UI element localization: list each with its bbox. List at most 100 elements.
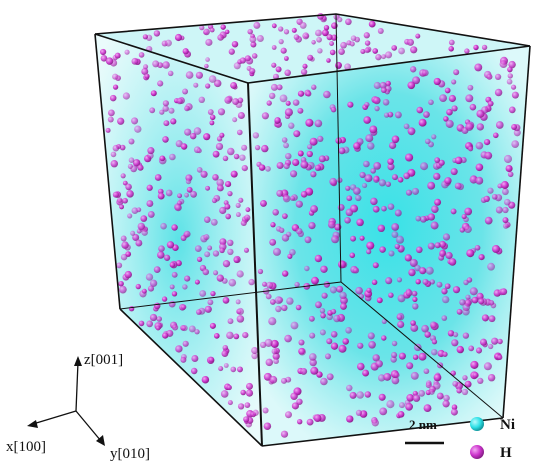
hydrogen-atom	[289, 195, 296, 201]
hydrogen-atom	[405, 153, 414, 162]
hydrogen-atom	[481, 314, 489, 322]
hydrogen-atom	[464, 225, 472, 234]
hydrogen-atom	[227, 248, 234, 256]
hydrogen-atom	[434, 157, 441, 163]
hydrogen-atom	[222, 260, 231, 268]
hydrogen-atom	[191, 355, 199, 362]
hydrogen-atom	[110, 151, 117, 158]
hydrogen-atom	[252, 409, 259, 416]
hydrogen-atom	[454, 182, 462, 190]
hydrogen-atom	[474, 245, 481, 251]
hydrogen-atom	[397, 410, 405, 418]
legend-h-label: H	[500, 445, 512, 461]
hydrogen-atom	[311, 40, 316, 45]
hydrogen-atom	[144, 73, 150, 79]
hydrogen-atom	[171, 271, 178, 278]
hydrogen-atom	[272, 352, 280, 360]
hydrogen-atom	[495, 206, 503, 214]
hydrogen-atom	[131, 57, 139, 65]
hydrogen-atom	[212, 150, 220, 158]
hydrogen-atom	[447, 330, 455, 337]
hydrogen-atom	[271, 45, 277, 50]
hydrogen-atom	[356, 218, 364, 227]
hydrogen-atom	[276, 84, 283, 91]
hydrogen-atom	[314, 254, 323, 263]
hydrogen-atom	[415, 215, 422, 222]
hydrogen-atom	[446, 108, 453, 116]
hydrogen-atom	[397, 176, 404, 183]
hydrogen-atom	[451, 404, 458, 410]
hydrogen-atom	[198, 96, 206, 104]
hydrogen-atom	[270, 339, 279, 348]
hydrogen-atom	[330, 107, 337, 113]
hydrogen-atom	[169, 262, 176, 268]
hydrogen-atom	[330, 308, 337, 315]
x-axis-arrow	[32, 410, 77, 425]
hydrogen-atom	[355, 409, 363, 417]
hydrogen-atom	[349, 41, 355, 47]
hydrogen-atom	[442, 400, 450, 408]
hydrogen-atom	[199, 290, 207, 297]
hydrogen-atom	[182, 48, 189, 55]
hydrogen-atom	[491, 193, 498, 200]
hydrogen-atom	[228, 48, 235, 55]
hydrogen-atom	[392, 174, 398, 181]
hydrogen-atom	[388, 141, 397, 150]
hydrogen-atom	[378, 393, 386, 401]
hydrogen-atom	[304, 33, 309, 39]
hydrogen-atom	[411, 290, 418, 297]
hydrogen-atom	[431, 134, 437, 140]
hydrogen-atom	[383, 112, 390, 118]
hydrogen-atom	[372, 262, 379, 269]
hydrogen-atom	[407, 127, 416, 136]
hydrogen-atom	[159, 109, 165, 115]
hydrogen-atom	[431, 339, 438, 345]
hydrogen-atom	[430, 221, 439, 230]
hydrogen-atom	[251, 53, 258, 59]
hydrogen-atom	[213, 270, 219, 276]
hydrogen-atom	[119, 144, 126, 151]
hydrogen-atom	[439, 94, 448, 103]
hydrogen-atom	[268, 317, 277, 326]
hydrogen-atom	[381, 318, 387, 325]
hydrogen-atom	[225, 181, 232, 188]
hydrogen-atom	[205, 185, 211, 191]
hydrogen-atom	[169, 284, 175, 290]
hydrogen-atom	[300, 367, 308, 375]
hydrogen-atom	[434, 198, 442, 206]
hydrogen-atom	[297, 150, 304, 157]
hydrogen-atom	[420, 215, 427, 223]
hydrogen-atom	[497, 354, 503, 360]
hydrogen-atom	[147, 210, 155, 218]
cube-left-face	[95, 34, 262, 446]
hydrogen-atom	[326, 34, 333, 41]
hydrogen-atom	[116, 262, 123, 269]
hydrogen-atom	[271, 23, 277, 29]
hydrogen-atom	[443, 394, 450, 402]
hydrogen-atom	[237, 403, 245, 410]
hydrogen-atom	[168, 300, 176, 308]
hydrogen-atom	[253, 21, 261, 29]
hydrogen-atom	[427, 213, 436, 221]
hydrogen-atom	[356, 391, 364, 399]
hydrogen-atom	[154, 174, 162, 181]
hydrogen-atom	[503, 154, 513, 164]
hydrogen-atom	[235, 212, 241, 218]
hydrogen-atom	[344, 63, 351, 71]
hydrogen-atom	[209, 27, 215, 33]
hydrogen-atom	[185, 71, 194, 79]
hydrogen-atom	[451, 105, 458, 112]
hydrogen-atom	[345, 185, 351, 191]
hydrogen-atom	[289, 248, 296, 256]
hydrogen-atom	[278, 26, 284, 32]
hydrogen-atom	[346, 415, 354, 423]
hydrogen-atom	[363, 116, 371, 124]
hydrogen-atom	[208, 357, 215, 363]
hydrogen-atom	[439, 250, 446, 258]
hydrogen-atom	[444, 177, 452, 185]
hydrogen-atom	[182, 284, 188, 290]
hydrogen-atom	[327, 220, 336, 229]
hydrogen-atom	[350, 35, 357, 42]
hydrogen-atom	[270, 83, 278, 91]
hydrogen-atom	[373, 96, 381, 105]
